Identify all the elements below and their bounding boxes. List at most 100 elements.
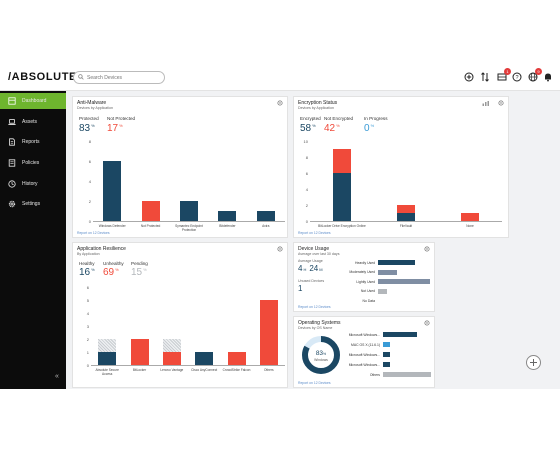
bar-label: Not Used <box>360 289 375 293</box>
messages-badge: 1 <box>504 68 511 75</box>
help-icon[interactable]: ? <box>511 71 523 83</box>
y-tick-label: 2 <box>86 336 89 342</box>
settings-icon[interactable] <box>498 100 504 106</box>
card-subtitle: Devices by Application <box>298 106 334 110</box>
document-icon <box>9 138 15 146</box>
notifications-badge: 9 <box>535 68 542 75</box>
x-tick-label: FileVault <box>399 224 413 228</box>
sidebar-item-label: Settings <box>22 201 41 207</box>
report-link[interactable]: Report on 12 Devices <box>298 231 331 235</box>
sidebar-item-settings[interactable]: Settings <box>0 196 66 212</box>
chart-bar <box>383 372 431 377</box>
bar-label: Microsoft Windows... <box>348 362 380 367</box>
chart-bar <box>103 161 122 221</box>
y-tick-label: 8 <box>88 138 91 144</box>
gear-icon <box>8 200 16 208</box>
add-widget-button[interactable] <box>526 355 541 370</box>
x-tick-label: Lenovo Vantage <box>160 368 184 372</box>
chart-bar <box>397 205 415 213</box>
y-tick-label: 5 <box>86 297 89 303</box>
bar-chart-icon[interactable] <box>482 101 490 106</box>
average-usage-value: 4H 24M <box>298 264 323 273</box>
svg-text:?: ? <box>515 75 518 81</box>
sort-icon[interactable] <box>479 71 491 83</box>
donut-value: 83% <box>315 350 327 357</box>
bar-label: Microsoft Windows... <box>348 332 380 337</box>
donut-windows-segment <box>302 336 340 374</box>
encrypted-value: 58% <box>300 123 316 134</box>
chart-bar <box>130 339 149 365</box>
settings-icon[interactable] <box>424 246 430 252</box>
collapse-sidebar-button[interactable]: « <box>55 373 59 380</box>
encrypted-label: Encrypted <box>300 116 321 121</box>
x-axis-line <box>93 221 285 222</box>
unhealthy-value: 69% <box>103 267 119 278</box>
bar-label: Moderately Used <box>349 270 375 274</box>
healthy-label: Healthy <box>79 261 95 266</box>
in-progress-value: 0% <box>364 123 375 134</box>
card-title: Application Resilience <box>77 246 126 252</box>
y-tick-label: 10 <box>303 138 308 144</box>
x-tick-label: None <box>466 224 474 228</box>
chart-bar <box>383 332 418 337</box>
settings-icon[interactable] <box>424 320 430 326</box>
x-tick-label: Bitdefender <box>219 224 236 228</box>
encryption-status-card: Encryption Status Devices by Application… <box>293 96 509 238</box>
chart-bar <box>461 213 479 221</box>
sidebar-item-label: Policies <box>22 160 40 166</box>
report-link[interactable]: Report on 12 Devices <box>298 381 331 385</box>
chart-bar <box>98 339 117 352</box>
y-tick-label: 3 <box>86 323 89 329</box>
not-encrypted-value: 42% <box>324 123 340 134</box>
y-tick-label: 4 <box>86 310 89 316</box>
x-tick-label: Others <box>264 368 274 372</box>
not-encrypted-label: Not Encrypted <box>324 116 354 121</box>
unhealthy-label: Unhealthy <box>103 261 124 266</box>
not-protected-label: Not Protected <box>107 116 136 121</box>
sidebar-item-reports[interactable]: Reports <box>0 134 66 150</box>
bell-icon[interactable] <box>542 71 554 83</box>
chart-bar <box>383 352 390 357</box>
card-subtitle: By Application <box>77 252 100 256</box>
sidebar-item-policies[interactable]: Policies <box>0 155 66 171</box>
y-tick-label: 6 <box>86 284 89 290</box>
in-progress-label: In Progress <box>364 116 388 121</box>
add-icon[interactable] <box>463 71 475 83</box>
y-tick-label: 4 <box>88 178 91 184</box>
operating-systems-card: Operating Systems Devices by OS Name 83%… <box>293 316 435 388</box>
bar-label: Lightly Used <box>356 279 375 284</box>
card-subtitle: Average over last 30 days <box>298 252 340 256</box>
messages-button[interactable]: 1 <box>496 68 511 83</box>
x-axis-line <box>91 365 285 366</box>
chart-bar <box>378 269 397 275</box>
average-usage-label: Average Usage <box>298 259 323 263</box>
y-tick-label: 2 <box>88 198 91 204</box>
chart-bar <box>218 211 237 221</box>
x-tick-label: Absolute Secure Access <box>95 368 119 376</box>
report-link[interactable]: Report on 12 Devices <box>298 305 331 309</box>
chart-bar <box>378 260 416 265</box>
y-tick-label: 6 <box>88 158 91 164</box>
report-link[interactable]: Report on 12 Devices <box>77 231 110 235</box>
y-tick-label: 0 <box>305 218 308 224</box>
inbox-icon <box>497 73 507 81</box>
sidebar-item-assets[interactable]: Assets <box>0 114 66 130</box>
chart-bar <box>141 201 160 221</box>
search-input[interactable] <box>87 73 161 82</box>
chart-bar <box>259 300 278 365</box>
y-tick-label: 1 <box>86 349 89 355</box>
settings-icon[interactable] <box>277 100 283 106</box>
chart-bar <box>180 201 198 221</box>
application-resilience-card: Application Resilience By Application He… <box>72 242 288 388</box>
card-subtitle: Devices by OS Name <box>298 326 333 330</box>
sidebar-item-history[interactable]: History <box>0 176 66 192</box>
not-protected-value: 17% <box>107 123 123 134</box>
device-usage-card: Device Usage Average over last 30 days A… <box>293 242 435 312</box>
notifications-button[interactable]: 9 <box>527 68 542 83</box>
chart-bar <box>378 288 387 294</box>
sidebar-item-dashboard[interactable]: Dashboard <box>0 93 66 109</box>
protected-label: Protected <box>79 116 99 121</box>
search-box[interactable] <box>73 71 165 84</box>
settings-icon[interactable] <box>277 246 283 252</box>
top-bar: /ABSOLUTE 1 ? <box>0 64 560 91</box>
